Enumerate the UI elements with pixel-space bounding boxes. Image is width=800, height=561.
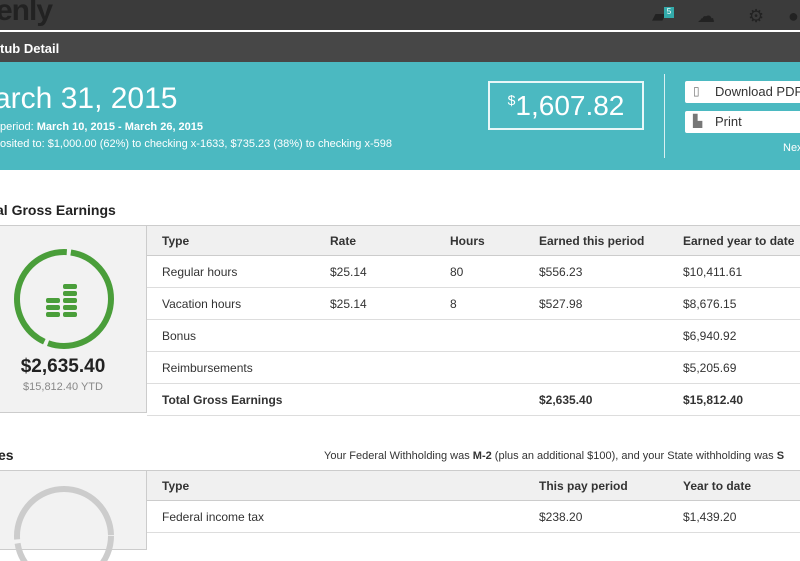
- cell: Federal income tax: [147, 500, 524, 533]
- cell: $527.98: [524, 287, 668, 320]
- cloud-upload-icon[interactable]: ☁: [697, 6, 715, 26]
- taxes-summary-panel: [0, 470, 147, 561]
- divider: [664, 74, 665, 158]
- next-link[interactable]: Nex: [783, 142, 800, 154]
- table-header-row: Type Rate Hours Earned this period Earned ye…: [147, 225, 800, 256]
- cell: $1,439.20: [668, 500, 800, 533]
- table-header-row: Type This pay period Year to date: [147, 470, 800, 501]
- federal-status: M-2: [472, 450, 492, 462]
- column-header: This pay period: [524, 470, 668, 501]
- print-button[interactable]: ▙ Print: [685, 111, 800, 133]
- cell: Reimbursements: [147, 351, 315, 384]
- cell: [315, 351, 435, 384]
- cell: $5,205.69: [668, 351, 800, 384]
- taxes-ring-icon: [14, 486, 114, 561]
- cell: [435, 319, 524, 352]
- period-label: period:: [0, 121, 34, 133]
- column-header: Type: [147, 470, 524, 501]
- cell: $2,635.40: [524, 383, 668, 416]
- column-header: Year to date: [668, 470, 800, 501]
- cell: $25.14: [315, 287, 435, 320]
- cell: $10,411.61: [668, 255, 800, 288]
- total-row: Total Gross Earnings $2,635.40 $15,812.40: [147, 383, 800, 416]
- download-pdf-button[interactable]: ▯ Download PDF: [685, 81, 800, 103]
- paystub-summary: arch 31, 2015 period: March 10, 2015 - M…: [0, 62, 800, 170]
- gross-ytd: $15,812.40 YTD: [23, 381, 103, 393]
- earnings-heading: al Gross Earnings: [0, 202, 116, 218]
- cell: Vacation hours: [147, 287, 315, 320]
- period-value: March 10, 2015 - March 26, 2015: [36, 121, 204, 133]
- cell: Regular hours: [147, 255, 315, 288]
- pay-period: period: March 10, 2015 - March 26, 2015: [0, 121, 203, 133]
- pay-date: arch 31, 2015: [0, 82, 178, 115]
- table-row: Vacation hours $25.14 8 $527.98 $8,676.15: [147, 287, 800, 320]
- cell: [315, 383, 435, 416]
- gross-total: $2,635.40: [20, 356, 106, 377]
- cell: $25.14: [315, 255, 435, 288]
- top-nav-bar: enly ▰ 5 ☁ ⚙ ●: [0, 0, 800, 30]
- cell: $556.23: [524, 255, 668, 288]
- cell: $238.20: [524, 500, 668, 533]
- column-header: Earned this period: [524, 225, 668, 256]
- inbox-icon[interactable]: ▰: [652, 6, 666, 26]
- cell: 80: [435, 255, 524, 288]
- table-row: Bonus $6,940.92: [147, 319, 800, 352]
- earnings-table: Type Rate Hours Earned this period Earned ye…: [147, 225, 800, 416]
- cell: $15,812.40: [668, 383, 800, 416]
- cell: $8,676.15: [668, 287, 800, 320]
- cell: $6,940.92: [668, 319, 800, 352]
- cell: 8: [435, 287, 524, 320]
- earnings-ring-icon: [14, 249, 114, 349]
- net-pay-amount: $1,607.82: [488, 81, 644, 130]
- page-title: tub Detail: [0, 32, 800, 62]
- printer-icon: ▙: [693, 114, 703, 128]
- gear-icon[interactable]: ⚙: [748, 6, 765, 26]
- cell: [524, 351, 668, 384]
- column-header: Type: [147, 225, 315, 256]
- net-pay-value: 1,607.82: [515, 90, 625, 121]
- cell: [435, 351, 524, 384]
- currency-symbol: $: [507, 92, 516, 108]
- note-text: (plus an additional $100), and your Stat…: [491, 450, 777, 462]
- cell: [524, 319, 668, 352]
- print-label: Print: [715, 114, 742, 129]
- table-row: Reimbursements $5,205.69: [147, 351, 800, 384]
- avatar[interactable]: ●: [788, 6, 799, 26]
- deposit-info: osited to: $1,000.00 (62%) to checking x…: [0, 138, 392, 150]
- taxes-heading: es: [0, 447, 14, 463]
- notification-badge: 5: [664, 7, 674, 18]
- column-header: Earned year to date: [668, 225, 800, 256]
- withholding-note: Your Federal Withholding was M-2 (plus a…: [324, 450, 784, 462]
- state-status: S: [776, 450, 785, 462]
- cell: [315, 319, 435, 352]
- note-text: Your Federal Withholding was: [324, 450, 473, 462]
- column-header: Rate: [315, 225, 435, 256]
- table-row: Federal income tax $238.20 $1,439.20: [147, 500, 800, 533]
- cell: [435, 383, 524, 416]
- document-icon: ▯: [693, 84, 700, 98]
- taxes-table: Type This pay period Year to date Federal …: [147, 470, 800, 533]
- cell: Bonus: [147, 319, 315, 352]
- table-row: Regular hours $25.14 80 $556.23 $10,411.61: [147, 255, 800, 288]
- download-label: Download PDF: [715, 84, 800, 99]
- earnings-summary-panel: $2,635.40 $15,812.40 YTD: [0, 225, 147, 413]
- cell: Total Gross Earnings: [147, 383, 315, 416]
- column-header: Hours: [435, 225, 524, 256]
- logo: enly: [0, 0, 53, 27]
- coins-icon: [46, 284, 77, 317]
